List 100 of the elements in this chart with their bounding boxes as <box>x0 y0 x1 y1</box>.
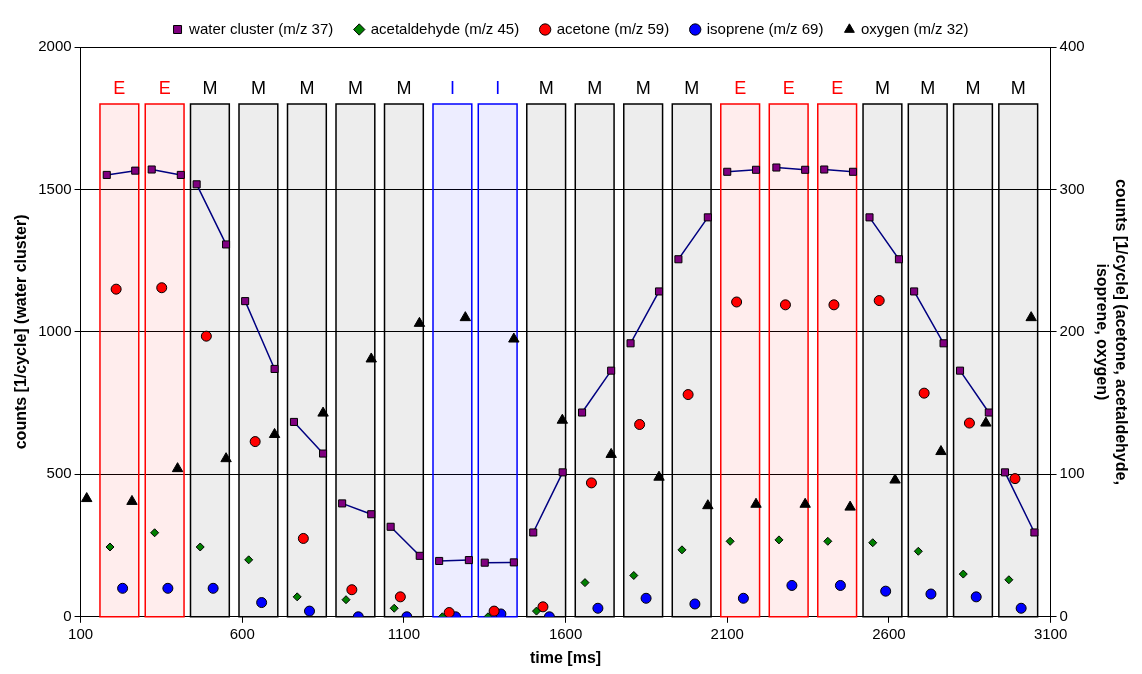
band-label: M <box>538 77 554 98</box>
y-tick-label: 2000 <box>38 37 72 55</box>
point <box>799 497 811 508</box>
point <box>162 582 174 594</box>
band-label: E <box>113 77 126 98</box>
point <box>1009 473 1021 485</box>
point <box>677 545 687 555</box>
point <box>147 165 156 174</box>
x-axis-title: time [ms] <box>530 648 602 666</box>
y2-tick-label: 100 <box>1059 464 1085 482</box>
point <box>346 584 358 596</box>
point <box>592 602 604 614</box>
band-label: M <box>1010 77 1026 98</box>
point <box>1004 575 1014 585</box>
band-label: M <box>250 77 266 98</box>
band-label: M <box>684 77 700 98</box>
point <box>102 170 111 179</box>
point <box>725 536 735 546</box>
point <box>958 569 968 579</box>
point <box>865 213 874 222</box>
point <box>828 299 840 311</box>
point <box>117 582 129 594</box>
band-label: M <box>920 77 936 98</box>
point <box>268 427 281 438</box>
point <box>980 416 992 427</box>
band-label: M <box>587 77 603 98</box>
x-tick-label: 2100 <box>710 624 744 642</box>
y2-tick-label: 400 <box>1059 37 1085 55</box>
point <box>634 418 646 430</box>
point <box>459 311 472 322</box>
legend-label: acetone (m/z 59) <box>556 19 670 37</box>
point <box>580 578 590 588</box>
point <box>786 579 798 591</box>
point <box>607 366 616 375</box>
point <box>386 522 395 531</box>
point <box>585 477 597 489</box>
band-label: E <box>782 77 795 98</box>
point <box>629 570 639 580</box>
x-tick-label: 1100 <box>387 624 421 642</box>
band-label: E <box>158 77 171 98</box>
point <box>110 283 122 295</box>
point <box>244 555 254 565</box>
point <box>605 447 617 458</box>
point <box>531 606 541 616</box>
point <box>939 339 948 348</box>
point <box>578 408 587 417</box>
point <box>171 462 184 473</box>
band-label: M <box>299 77 315 98</box>
point <box>848 167 858 176</box>
point <box>131 166 140 175</box>
point <box>925 588 937 600</box>
point <box>918 387 930 399</box>
point <box>820 165 829 174</box>
band-label: I <box>449 77 455 98</box>
point <box>81 492 93 503</box>
point <box>249 436 261 448</box>
point <box>689 598 701 610</box>
point <box>105 542 115 552</box>
point <box>389 603 399 613</box>
y-tick-label: 0 <box>63 606 72 624</box>
band-label: E <box>734 77 747 98</box>
point <box>415 551 424 560</box>
point <box>654 287 664 296</box>
legend-label: isoprene (m/z 69) <box>706 19 824 37</box>
point <box>640 592 652 604</box>
y2-tick-label: 0 <box>1059 606 1068 624</box>
point <box>126 494 138 505</box>
y-tick-label: 500 <box>46 464 72 482</box>
point <box>984 408 993 417</box>
point <box>750 497 762 508</box>
point <box>297 532 309 544</box>
point <box>774 535 784 545</box>
point <box>868 538 878 548</box>
x-tick-label: 3100 <box>1033 624 1068 642</box>
point <box>682 389 694 401</box>
point <box>731 296 743 308</box>
point <box>956 366 965 375</box>
point <box>207 582 219 594</box>
point <box>394 591 406 603</box>
point <box>480 558 489 567</box>
point <box>508 332 520 343</box>
band-label: I <box>495 77 501 98</box>
point <box>413 316 426 327</box>
point <box>367 510 376 519</box>
point <box>156 282 168 294</box>
point <box>1000 468 1010 477</box>
y-tick-label: 1500 <box>38 179 72 197</box>
point <box>674 255 683 264</box>
y-tick-label: 1000 <box>38 322 72 340</box>
point <box>751 165 761 174</box>
point <box>270 364 279 373</box>
y2-tick-label: 300 <box>1059 179 1085 197</box>
point <box>241 297 250 306</box>
point <box>737 592 749 604</box>
point <box>220 452 232 463</box>
point <box>935 445 947 456</box>
y2-axis-title: counts [1/cycle] (acetone, acetaldehyde, isoprene, oxygen) <box>1093 178 1130 485</box>
point <box>703 213 712 222</box>
point <box>256 597 268 609</box>
point <box>195 542 205 552</box>
